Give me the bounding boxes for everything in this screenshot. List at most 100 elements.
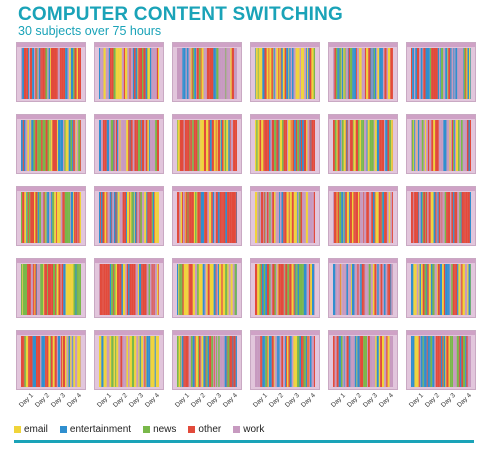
session-stripe xyxy=(235,120,237,171)
session-stripe xyxy=(309,264,311,315)
session-stripe xyxy=(264,120,267,171)
session-stripe xyxy=(389,336,392,387)
session-stripe xyxy=(446,336,449,387)
session-stripe xyxy=(284,264,286,315)
session-stripe xyxy=(236,192,237,243)
session-stripe xyxy=(106,336,109,387)
session-stripe xyxy=(451,120,454,171)
session-stripe xyxy=(138,48,140,99)
session-stripe xyxy=(214,264,216,315)
legend: email entertainment news other work xyxy=(14,424,264,435)
session-stripe xyxy=(313,192,315,243)
day-tick-label: Day 2 xyxy=(112,391,129,409)
day-tick-label: Day 4 xyxy=(144,391,161,409)
subject-panel-23 xyxy=(328,258,398,318)
session-stripe xyxy=(259,192,262,243)
session-stripe xyxy=(63,264,66,315)
session-stripe xyxy=(414,192,417,243)
session-stripe xyxy=(256,120,258,171)
session-stripe xyxy=(23,336,25,387)
session-stripe xyxy=(43,120,46,171)
session-stripe xyxy=(129,48,131,99)
session-stripe xyxy=(66,192,69,243)
session-stripe xyxy=(361,48,364,99)
panel-header-bar xyxy=(173,115,241,119)
session-stripe xyxy=(255,120,257,171)
session-stripe xyxy=(119,48,122,99)
session-stripe xyxy=(290,48,293,99)
session-stripe xyxy=(372,48,374,99)
panel-stripes xyxy=(411,336,471,387)
session-stripe xyxy=(288,336,290,387)
session-stripe xyxy=(100,336,102,387)
session-stripe xyxy=(275,264,278,315)
session-stripe xyxy=(42,336,45,387)
legend-swatch-other xyxy=(188,426,196,433)
session-stripe xyxy=(425,120,427,171)
day-tick-label: Day 2 xyxy=(268,391,285,409)
session-stripe xyxy=(111,264,114,315)
session-stripe xyxy=(137,48,139,99)
session-stripe xyxy=(186,48,189,99)
session-stripe xyxy=(29,48,31,99)
session-stripe xyxy=(286,48,289,99)
session-stripe xyxy=(200,120,202,171)
session-stripe xyxy=(377,192,379,243)
session-stripe xyxy=(232,336,234,387)
session-stripe xyxy=(261,264,264,315)
session-stripe xyxy=(340,264,342,315)
session-stripe xyxy=(464,120,467,171)
session-stripe xyxy=(378,336,381,387)
session-stripe xyxy=(39,264,41,315)
session-stripe xyxy=(43,192,45,243)
session-stripe xyxy=(121,120,123,171)
day-tick-label: Day 2 xyxy=(346,391,363,409)
session-stripe xyxy=(75,336,78,387)
panel-header-bar xyxy=(329,331,397,335)
session-stripe xyxy=(129,336,132,387)
session-stripe xyxy=(103,48,106,99)
session-stripe xyxy=(295,48,298,99)
session-stripe xyxy=(336,192,338,243)
subject-panel-13 xyxy=(16,186,86,246)
session-stripe xyxy=(285,120,288,171)
session-stripe xyxy=(47,48,49,99)
panel-stripes xyxy=(255,192,315,243)
session-stripe xyxy=(153,48,156,99)
session-stripe xyxy=(221,192,223,243)
session-stripe xyxy=(277,264,279,315)
session-stripe xyxy=(139,336,141,387)
session-stripe xyxy=(192,48,195,99)
session-stripe xyxy=(234,264,237,315)
session-stripe xyxy=(187,120,190,171)
chart-subtitle: 30 subjects over 75 hours xyxy=(18,24,162,38)
session-stripe xyxy=(70,48,74,99)
session-stripe xyxy=(272,192,275,243)
session-stripe xyxy=(439,336,441,387)
session-stripe xyxy=(114,192,116,243)
session-stripe xyxy=(440,48,442,99)
session-stripe xyxy=(223,192,226,243)
session-stripe xyxy=(44,264,48,315)
session-stripe xyxy=(371,120,374,171)
session-stripe xyxy=(364,264,367,315)
session-stripe xyxy=(436,264,438,315)
session-stripe xyxy=(453,336,456,387)
session-stripe xyxy=(440,336,443,387)
session-stripe xyxy=(469,120,471,171)
session-stripe xyxy=(423,120,426,171)
session-stripe xyxy=(48,336,51,387)
session-stripe xyxy=(208,120,210,171)
session-stripe xyxy=(350,120,353,171)
session-stripe xyxy=(381,120,385,171)
session-stripe xyxy=(458,264,461,315)
stripe-chart xyxy=(99,192,159,243)
subject-panel-3 xyxy=(172,42,242,102)
session-stripe xyxy=(56,48,58,99)
session-stripe xyxy=(135,264,139,315)
session-stripe xyxy=(220,336,223,387)
session-stripe xyxy=(42,120,44,171)
session-stripe xyxy=(418,120,420,171)
session-stripe xyxy=(47,264,51,315)
session-stripe xyxy=(56,192,58,243)
